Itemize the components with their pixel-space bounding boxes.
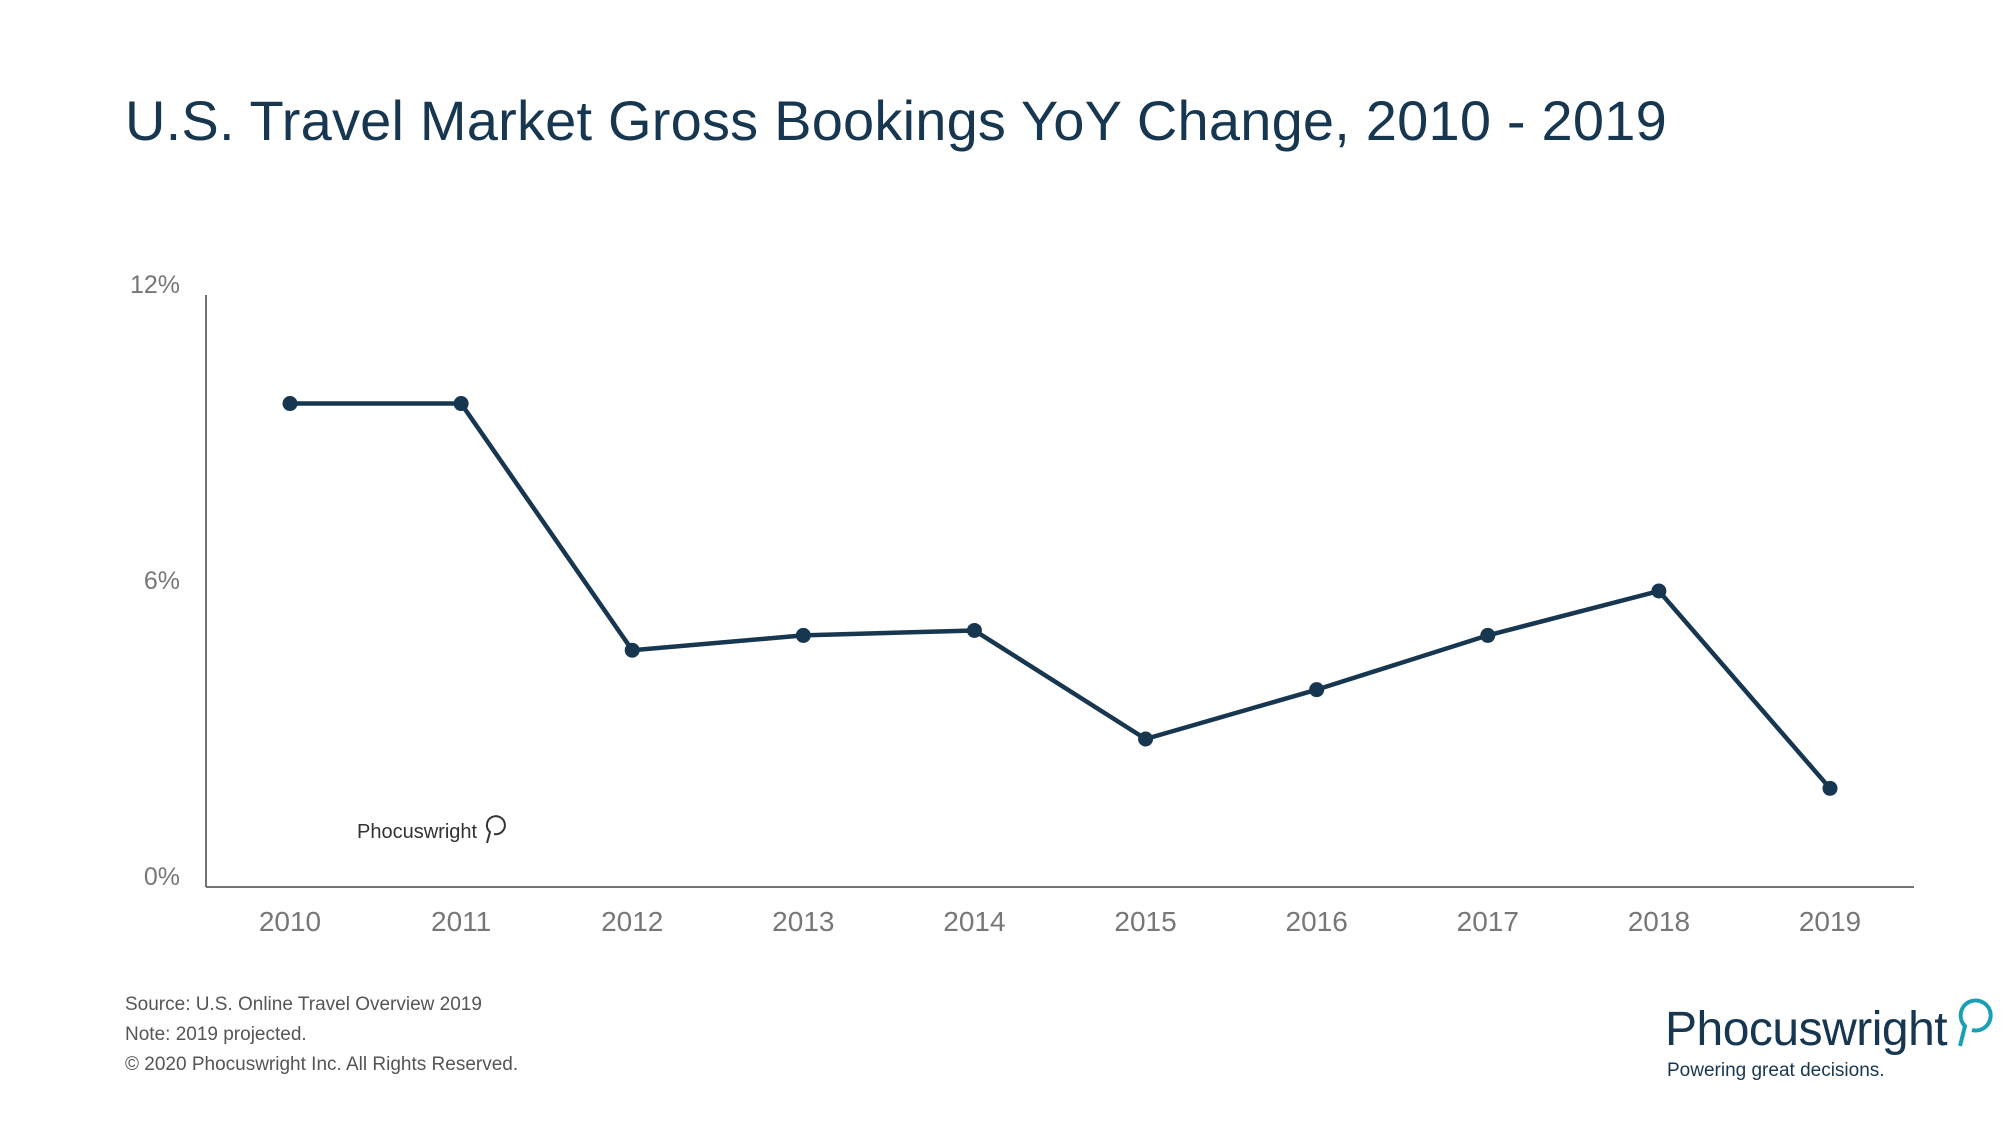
chart-axes — [205, 295, 1914, 888]
y-tick-label: 0% — [144, 863, 180, 891]
speech-bubble-icon — [1958, 998, 1993, 1047]
x-axis-ticks: 2010 2011 2012 2013 2014 2015 2016 2017 2018 2019 — [259, 906, 1861, 937]
data-point — [1822, 780, 1838, 796]
data-point — [453, 396, 469, 412]
copyright-note: © 2020 Phocuswright Inc. All Rights Rese… — [125, 1054, 519, 1075]
data-point — [282, 396, 298, 412]
y-axis-ticks: 0% 6% 12% — [130, 271, 180, 891]
y-tick-label: 6% — [144, 567, 180, 595]
projection-note: Note: 2019 projected. — [125, 1024, 307, 1045]
brand-logo: Phocuswright Powering great decisions. — [1665, 998, 1995, 1102]
data-point — [624, 642, 640, 658]
x-tick-label: 2016 — [1286, 906, 1348, 937]
chart-watermark: Phocuswright — [357, 815, 517, 855]
data-point — [1309, 682, 1325, 698]
x-tick-label: 2013 — [772, 906, 834, 937]
data-point — [1138, 731, 1154, 747]
data-point — [1480, 627, 1496, 643]
series-line — [287, 401, 1833, 791]
data-point — [1651, 583, 1667, 599]
chart-series — [282, 396, 1838, 796]
speech-bubble-icon — [485, 815, 506, 844]
watermark-logo-text: Phocuswright — [357, 821, 478, 843]
x-tick-label: 2015 — [1114, 906, 1176, 937]
x-tick-label: 2014 — [943, 906, 1005, 937]
x-tick-label: 2012 — [601, 906, 663, 937]
brand-name: Phocuswright — [1665, 1003, 1948, 1056]
x-tick-label: 2018 — [1628, 906, 1690, 937]
x-tick-label: 2010 — [259, 906, 321, 937]
chart-title: U.S. Travel Market Gross Bookings YoY Ch… — [125, 89, 1667, 152]
data-point — [795, 627, 811, 643]
x-tick-label: 2011 — [431, 906, 491, 937]
data-point — [966, 622, 982, 638]
brand-tagline: Powering great decisions. — [1667, 1060, 1885, 1081]
source-note: Source: U.S. Online Travel Overview 2019 — [125, 994, 482, 1015]
y-tick-label: 12% — [130, 271, 180, 299]
chart-footer: Source: U.S. Online Travel Overview 2019… — [125, 990, 518, 1080]
x-tick-label: 2019 — [1799, 906, 1861, 937]
x-tick-label: 2017 — [1457, 906, 1519, 937]
